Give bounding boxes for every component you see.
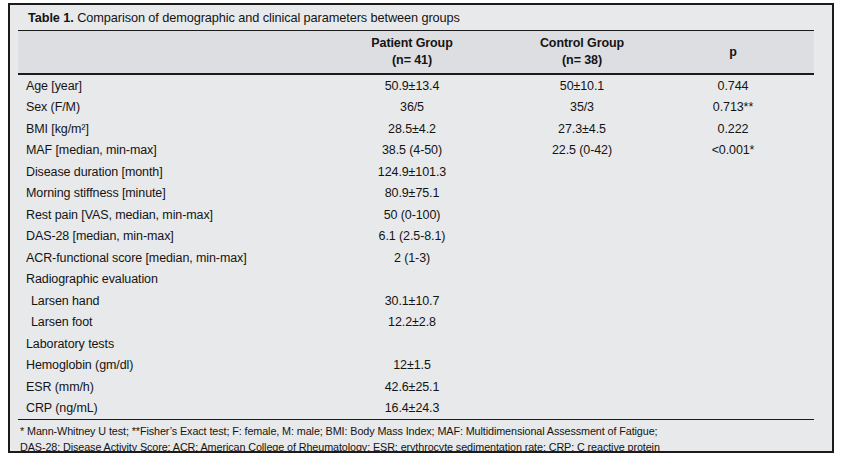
patient-group-value: 16.4±24.3	[330, 401, 494, 415]
row-label: MAF [median, min-max]	[18, 143, 330, 157]
table-row: Disease duration [month] 124.9±101.3	[18, 161, 832, 183]
table-row: ACR-functional score [median, min-max] 2…	[18, 247, 832, 269]
table-row: Sex (F/M) 36/5 35/3 0.713**	[18, 97, 832, 119]
control-group-value: 27.3±4.5	[494, 122, 670, 136]
patient-group-value: 42.6±25.1	[330, 380, 494, 394]
table-1: Table 1. Comparison of demographic and c…	[8, 3, 834, 453]
patient-group-value: 2 (1-3)	[330, 251, 494, 265]
row-label: ESR (mm/h)	[18, 380, 330, 394]
patient-group-value: 30.1±10.7	[330, 294, 494, 308]
table-row: DAS-28 [median, min-max] 6.1 (2.5-8.1)	[18, 226, 832, 248]
row-label: Hemoglobin (gm/dl)	[18, 358, 330, 372]
row-label: Disease duration [month]	[18, 165, 330, 179]
table-row: Larsen foot 12.2±2.8	[18, 312, 832, 334]
table-row: Radiographic evaluation	[18, 269, 832, 291]
table-row: Age [year] 50.9±13.4 50±10.1 0.744	[18, 75, 832, 97]
page: Table 1. Comparison of demographic and c…	[0, 0, 842, 461]
table-title-caption: Comparison of demographic and clinical p…	[74, 10, 460, 25]
row-label: DAS-28 [median, min-max]	[18, 229, 330, 243]
patient-group-value: 12±1.5	[330, 358, 494, 372]
control-group-value: 22.5 (0-42)	[494, 143, 670, 157]
p-value: <0.001*	[670, 143, 796, 157]
row-label: CRP (ng/mL)	[18, 401, 330, 415]
row-label: Morning stiffness [minute]	[18, 186, 330, 200]
table-title-number: Table 1.	[28, 10, 74, 25]
patient-group-n: (n= 41)	[330, 52, 494, 69]
patient-group-value: 38.5 (4-50)	[330, 143, 494, 157]
table-row: MAF [median, min-max] 38.5 (4-50) 22.5 (…	[18, 140, 832, 162]
table-row: Rest pain [VAS, median, min-max] 50 (0-1…	[18, 204, 832, 226]
row-label: Larsen hand	[18, 294, 330, 308]
patient-group-value: 6.1 (2.5-8.1)	[330, 229, 494, 243]
row-label: Larsen foot	[18, 315, 330, 329]
patient-group-label: Patient Group	[330, 35, 494, 52]
table-row: Hemoglobin (gm/dl) 12±1.5	[18, 355, 832, 377]
p-value: 0.713**	[670, 100, 796, 114]
table-row: BMI [kg/m²] 28.5±4.2 27.3±4.5 0.222	[18, 118, 832, 140]
column-header-p-value: p	[670, 44, 796, 61]
row-label: BMI [kg/m²]	[18, 122, 330, 136]
table-body: Age [year] 50.9±13.4 50±10.1 0.744 Sex (…	[10, 75, 832, 419]
patient-group-value: 50 (0-100)	[330, 208, 494, 222]
table-row: Laboratory tests	[18, 333, 832, 355]
row-label: Age [year]	[18, 79, 330, 93]
p-value: 0.222	[670, 122, 796, 136]
control-group-value: 35/3	[494, 100, 670, 114]
table-title: Table 1. Comparison of demographic and c…	[10, 5, 832, 30]
patient-group-value: 12.2±2.8	[330, 315, 494, 329]
row-label: Sex (F/M)	[18, 100, 330, 114]
patient-group-value: 28.5±4.2	[330, 122, 494, 136]
column-header-band: Patient Group (n= 41) Control Group (n= …	[18, 31, 814, 73]
row-label: ACR-functional score [median, min-max]	[18, 251, 330, 265]
table-row: CRP (ng/mL) 16.4±24.3	[18, 398, 832, 420]
control-group-n: (n= 38)	[494, 52, 670, 69]
p-value: 0.744	[670, 79, 796, 93]
table-row: ESR (mm/h) 42.6±25.1	[18, 376, 832, 398]
row-label: Radiographic evaluation	[18, 272, 330, 286]
footnote-line-1: * Mann-Whitney U test; **Fisher’s Exact …	[20, 423, 814, 439]
table-footnotes: * Mann-Whitney U test; **Fisher’s Exact …	[18, 420, 832, 453]
patient-group-value: 50.9±13.4	[330, 79, 494, 93]
table-row: Larsen hand 30.1±10.7	[18, 290, 832, 312]
row-label: Laboratory tests	[18, 337, 330, 351]
patient-group-value: 80.9±75.1	[330, 186, 494, 200]
footnote-line-2: DAS-28: Disease Activity Score; ACR: Ame…	[20, 439, 814, 453]
row-label: Rest pain [VAS, median, min-max]	[18, 208, 330, 222]
column-header-control-group: Control Group (n= 38)	[494, 35, 670, 69]
table-row: Morning stiffness [minute] 80.9±75.1	[18, 183, 832, 205]
patient-group-value: 124.9±101.3	[330, 165, 494, 179]
column-header-patient-group: Patient Group (n= 41)	[330, 35, 494, 69]
patient-group-value: 36/5	[330, 100, 494, 114]
control-group-label: Control Group	[494, 35, 670, 52]
control-group-value: 50±10.1	[494, 79, 670, 93]
